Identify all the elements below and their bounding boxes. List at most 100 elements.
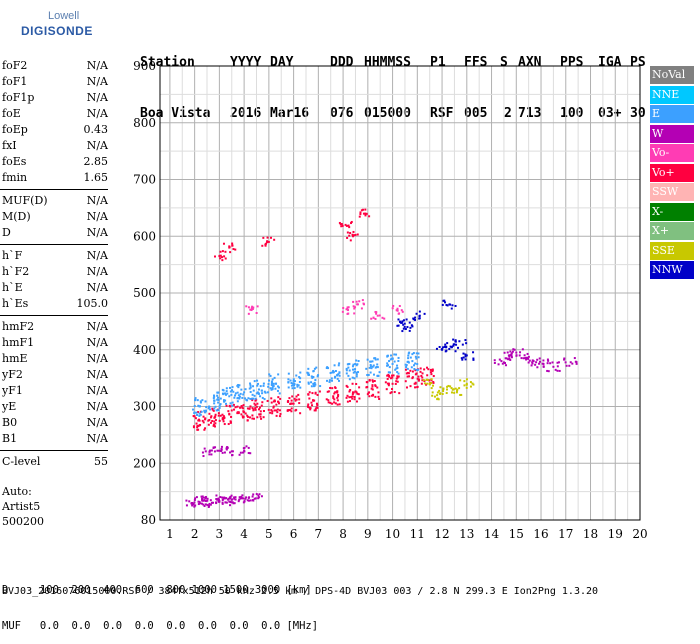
data-point [309,408,312,411]
data-point [398,305,401,308]
data-point [274,387,277,390]
data-point [230,501,233,504]
data-point [368,395,371,398]
data-point [231,242,234,245]
data-point [428,383,431,386]
parameter-panel: foF2 N/A foF1 N/A foF1p N/A foE N/A foEp 0.43 fxI N… [0,58,112,470]
data-point [288,397,291,400]
data-point [411,370,414,373]
data-point [199,423,202,426]
data-point [219,414,222,417]
data-point [397,356,400,359]
data-point [242,501,245,504]
data-point [448,348,451,351]
data-point [200,502,203,505]
data-point [347,306,350,309]
data-point [335,390,338,393]
data-point [355,391,358,394]
data-point [252,493,255,496]
data-point [511,350,514,353]
data-point [252,306,255,309]
data-point [198,414,201,417]
data-point [393,353,396,356]
data-point [386,362,389,365]
data-point [194,497,197,500]
data-point [216,394,219,397]
data-point [204,503,207,506]
legend-entry: X- [650,202,694,221]
data-point [374,358,377,361]
data-point [431,391,434,394]
data-point [270,401,273,404]
data-point [519,351,522,354]
data-point [391,374,394,377]
data-point [248,416,251,419]
data-point [452,388,455,391]
data-point [267,385,270,388]
data-point [265,242,268,245]
param-row: foF1p N/A [0,90,112,106]
data-point [396,364,399,367]
data-point [212,409,215,412]
data-point [220,445,223,448]
param-value: N/A [86,91,108,104]
data-point [228,395,231,398]
data-point [252,499,255,502]
data-point [348,400,351,403]
data-point [444,343,447,346]
data-point [188,500,191,503]
data-point [243,391,246,394]
data-point [446,385,449,388]
data-point [259,385,262,388]
data-point [361,299,364,302]
legend-entry: NNW [650,261,694,279]
data-point [352,305,355,308]
data-point [367,391,370,394]
data-point [312,382,315,385]
data-point [346,306,349,309]
data-point [276,389,279,392]
data-point [273,376,276,379]
param-label: hmE [2,352,28,365]
param-value: N/A [86,352,108,365]
data-point [215,498,218,501]
data-point [228,412,231,415]
data-point [198,501,201,504]
data-point [313,384,316,387]
data-point [210,449,213,452]
data-point [245,496,248,499]
data-point [464,353,467,356]
data-point [213,450,216,453]
data-point [391,376,394,379]
data-point [332,395,335,398]
param-value: N/A [86,59,108,72]
data-point [356,363,359,366]
data-point [221,388,224,391]
data-point [333,376,336,379]
data-point [338,374,341,377]
data-point [404,328,407,331]
data-point [201,399,204,402]
data-point [345,369,348,372]
param-value: 105.0 [76,297,109,310]
x-tick-label: 13 [459,527,474,541]
footer-table: D 100 200 400 600 800 1000 1500 3000 [km… [2,560,318,644]
x-tick-label: 20 [632,527,647,541]
data-point [197,404,200,407]
data-point [290,407,293,410]
data-point [230,494,233,497]
data-point [396,307,399,310]
data-point [312,399,315,402]
data-point [219,257,222,260]
data-point [202,421,205,424]
data-point [253,380,256,383]
data-point [224,501,227,504]
data-point [367,373,370,376]
data-point [372,373,375,376]
data-point [372,394,375,397]
param-value: N/A [86,336,108,349]
data-point [392,374,395,377]
data-point [344,223,347,226]
data-point [222,415,225,418]
data-point [209,416,212,419]
